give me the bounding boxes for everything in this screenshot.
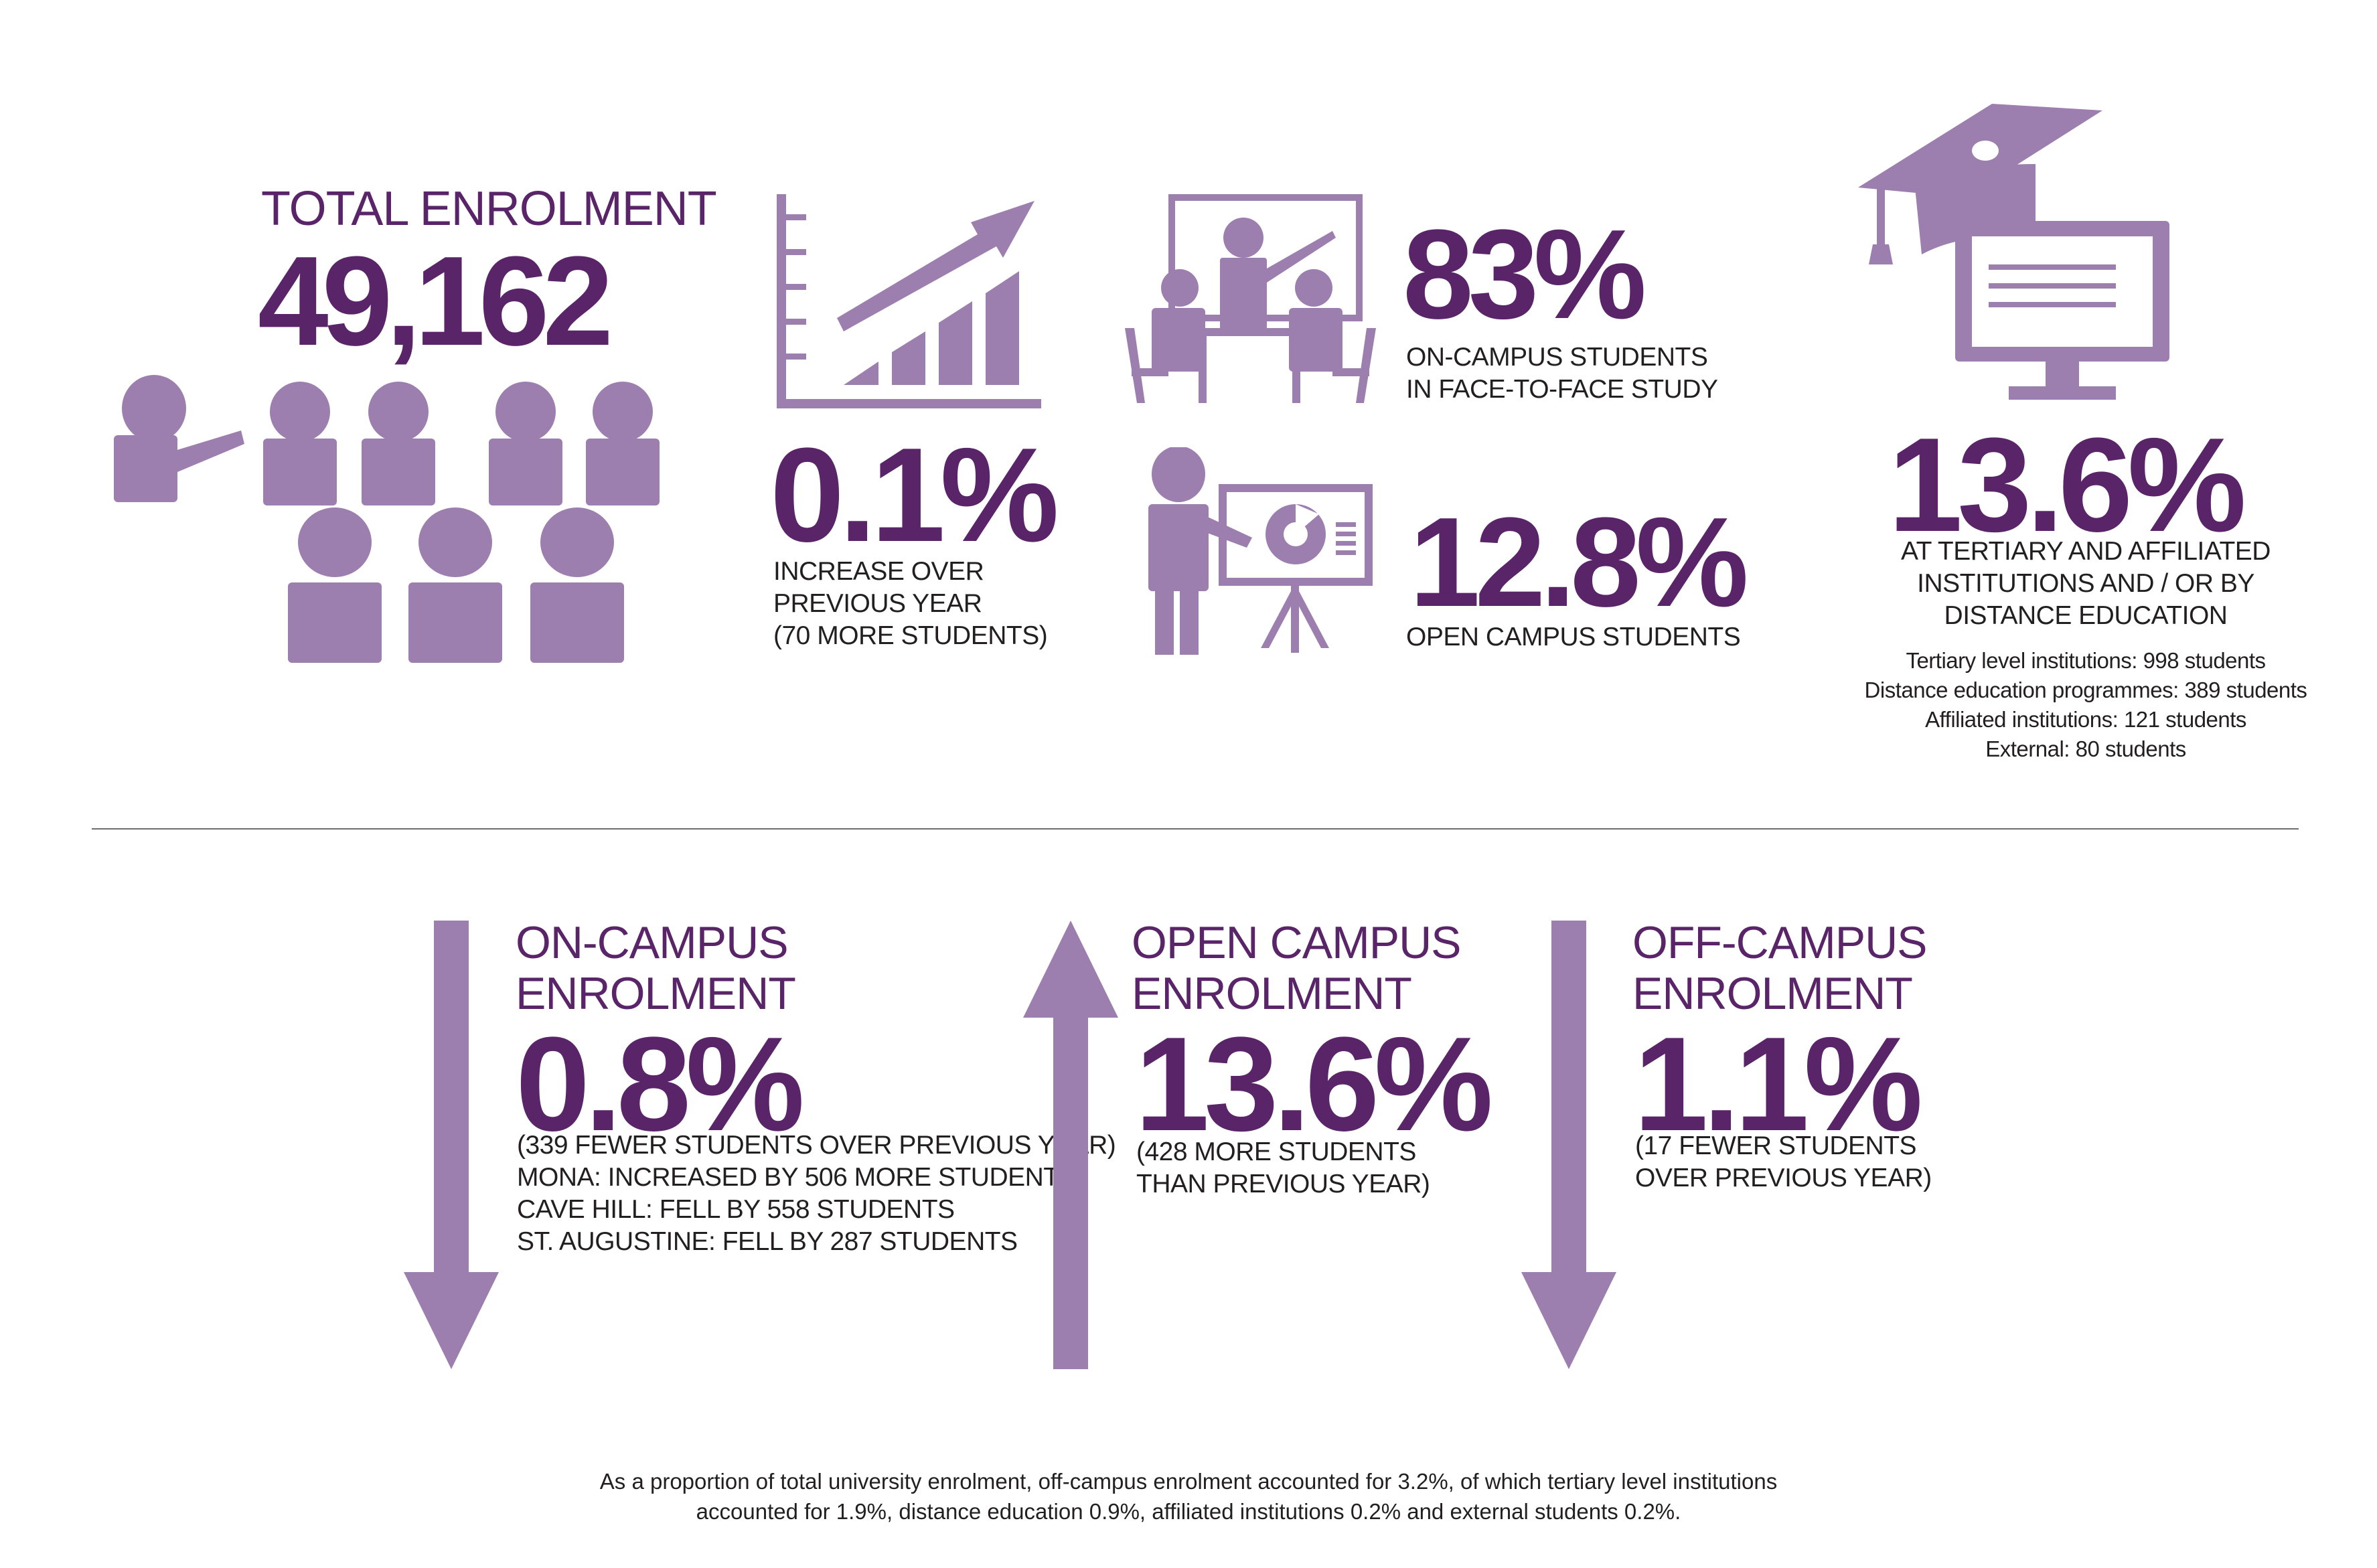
caption-line: INSTITUTIONS AND / OR BY <box>1917 569 2254 598</box>
label-line: ENROLMENT <box>1632 968 1913 1019</box>
caption-line: ON-CAMPUS STUDENTS <box>1406 343 1708 372</box>
detail-line: Tertiary level institutions: 998 student… <box>1906 648 2266 673</box>
down-arrow-icon <box>1521 921 1616 1369</box>
total-enrolment-value: 49,162 <box>258 230 613 372</box>
tertiary-value: 13.6% <box>1888 410 2246 560</box>
label-line: ENROLMENT <box>516 968 796 1019</box>
note-line: (428 MORE STUDENTS <box>1136 1138 1416 1166</box>
note-line: (339 FEWER STUDENTS OVER PREVIOUS YEAR) <box>517 1131 1116 1160</box>
down-arrow-icon <box>404 921 499 1369</box>
caption-line: (70 MORE STUDENTS) <box>773 621 1048 650</box>
footnote: As a proportion of total university enro… <box>385 1466 1992 1526</box>
open-campus-share-value: 12.8% <box>1409 491 1749 633</box>
open-campus-enrolment-label: OPEN CAMPUS ENROLMENT <box>1132 917 1480 1019</box>
caption-line: DISTANCE EDUCATION <box>1944 601 2228 630</box>
label-line: OPEN CAMPUS <box>1132 917 1462 968</box>
off-campus-enrolment-label: OFF-CAMPUS ENROLMENT <box>1632 917 1981 1019</box>
off-campus-enrolment-value: 1.1% <box>1634 1010 1923 1159</box>
on-campus-enrolment-value: 0.8% <box>516 1010 805 1159</box>
footnote-line: As a proportion of total university enro… <box>599 1469 1778 1494</box>
growth-value: 0.1% <box>770 420 1059 570</box>
section-divider <box>92 828 2299 830</box>
label-line: OFF-CAMPUS <box>1632 917 1928 968</box>
growth-caption: INCREASE OVER PREVIOUS YEAR (70 MORE STU… <box>773 556 1048 652</box>
caption-line: AT TERTIARY AND AFFILIATED <box>1901 537 2271 566</box>
total-enrolment-label: TOTAL ENROLMENT <box>261 182 717 236</box>
caption-line: INCREASE OVER <box>773 557 984 586</box>
face-to-face-value: 83% <box>1403 204 1646 345</box>
open-campus-enrolment-notes: (428 MORE STUDENTS THAN PREVIOUS YEAR) <box>1136 1136 1430 1200</box>
footnote-line: accounted for 1.9%, distance education 0… <box>696 1499 1681 1524</box>
students-group-icon <box>110 365 670 666</box>
open-campus-share-caption: OPEN CAMPUS STUDENTS <box>1406 621 1741 653</box>
growth-chart-icon <box>777 194 1045 412</box>
on-campus-enrolment-notes: (339 FEWER STUDENTS OVER PREVIOUS YEAR) … <box>517 1129 1116 1258</box>
caption-line: IN FACE-TO-FACE STUDY <box>1406 375 1718 404</box>
note-line: (17 FEWER STUDENTS <box>1635 1131 1917 1160</box>
detail-line: External: 80 students <box>1985 736 2186 761</box>
label-line: ON-CAMPUS <box>516 917 789 968</box>
note-line: MONA: INCREASED BY 506 MORE STUDENTS <box>517 1163 1077 1192</box>
tertiary-details: Tertiary level institutions: 998 student… <box>1821 646 2350 764</box>
open-campus-enrolment-value: 13.6% <box>1135 1010 1493 1159</box>
note-line: OVER PREVIOUS YEAR) <box>1635 1164 1932 1192</box>
note-line: CAVE HILL: FELL BY 558 STUDENTS <box>517 1195 955 1224</box>
detail-line: Affiliated institutions: 121 students <box>1925 707 2246 732</box>
note-line: THAN PREVIOUS YEAR) <box>1136 1170 1430 1198</box>
off-campus-enrolment-notes: (17 FEWER STUDENTS OVER PREVIOUS YEAR) <box>1635 1130 1932 1194</box>
caption-line: PREVIOUS YEAR <box>773 589 982 618</box>
note-line: ST. AUGUSTINE: FELL BY 287 STUDENTS <box>517 1227 1018 1256</box>
detail-line: Distance education programmes: 389 stude… <box>1864 678 2307 702</box>
caption-line: OPEN CAMPUS STUDENTS <box>1406 623 1741 651</box>
classroom-icon <box>1125 194 1376 405</box>
up-arrow-icon <box>1023 921 1118 1369</box>
tertiary-caption: AT TERTIARY AND AFFILIATED INSTITUTIONS … <box>1855 536 2317 632</box>
graduation-cap-monitor-icon <box>1858 104 2169 405</box>
presentation-icon <box>1138 447 1376 658</box>
face-to-face-caption: ON-CAMPUS STUDENTS IN FACE-TO-FACE STUDY <box>1406 341 1718 406</box>
on-campus-enrolment-label: ON-CAMPUS ENROLMENT <box>516 917 864 1019</box>
label-line: ENROLMENT <box>1132 968 1412 1019</box>
